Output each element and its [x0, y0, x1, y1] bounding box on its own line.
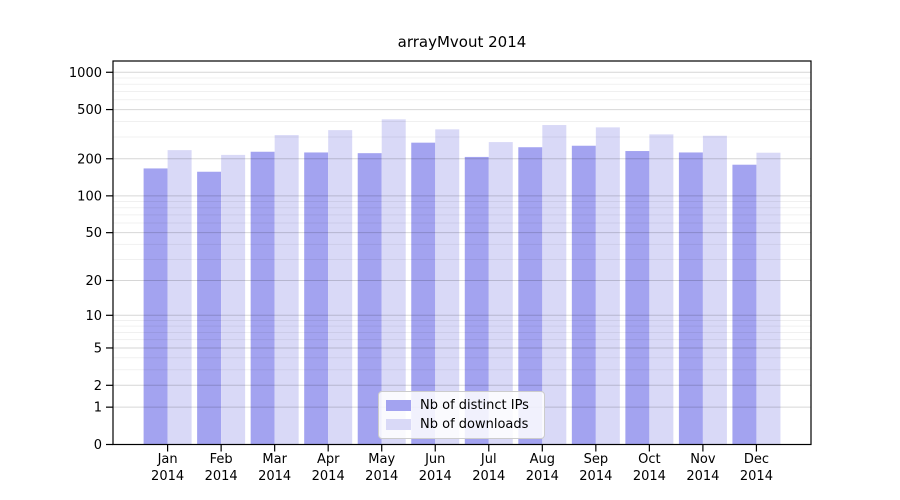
- x-axis-year-label: 2014: [740, 469, 773, 484]
- y-axis-tick-label: 1000: [69, 66, 102, 81]
- plot-border: [112, 60, 812, 446]
- y-axis-tick-label: 10: [85, 309, 102, 324]
- y-axis-tick-label: 0: [94, 438, 102, 453]
- x-axis-month-label: Sep: [584, 452, 609, 467]
- chart-title: arrayMvout 2014: [397, 33, 527, 51]
- x-axis-month-label: Apr: [317, 452, 340, 467]
- y-axis-tick-label: 200: [77, 152, 102, 167]
- x-axis-year-label: 2014: [151, 469, 184, 484]
- bar-downloads: [542, 125, 567, 445]
- bar-distinct-ips: [197, 171, 222, 445]
- x-axis-year-label: 2014: [205, 469, 238, 484]
- x-axis-year-label: 2014: [472, 469, 505, 484]
- bar-downloads: [167, 150, 192, 445]
- y-axis-tick-label: 50: [85, 226, 102, 241]
- y-axis-tick-label: 100: [77, 189, 102, 204]
- legend-row-distinct-ips: Nb of distinct IPs: [386, 398, 536, 413]
- bar-downloads: [328, 130, 353, 445]
- x-axis-month-label: May: [368, 452, 395, 467]
- x-axis-year-label: 2014: [633, 469, 666, 484]
- x-axis-year-label: 2014: [312, 469, 345, 484]
- legend-swatch-downloads: [386, 419, 411, 430]
- x-axis-year-label: 2014: [419, 469, 452, 484]
- legend-swatch-distinct-ips: [386, 400, 411, 411]
- legend: Nb of distinct IPs Nb of downloads: [378, 391, 545, 439]
- x-axis-month-label: Mar: [262, 452, 287, 467]
- bar-downloads: [756, 152, 781, 445]
- bar-distinct-ips: [250, 151, 275, 445]
- bar-downloads: [595, 127, 620, 445]
- x-axis-month-label: Aug: [530, 452, 555, 467]
- y-axis-tick-label: 20: [85, 274, 102, 289]
- y-axis-tick-label: 5: [94, 341, 102, 356]
- x-axis-month-label: Dec: [744, 452, 769, 467]
- x-axis-year-label: 2014: [686, 469, 719, 484]
- y-axis-tick-label: 1: [94, 401, 102, 416]
- bar-downloads: [649, 134, 674, 445]
- bar-downloads: [702, 135, 727, 445]
- bar-distinct-ips: [732, 164, 757, 445]
- x-axis-year-label: 2014: [258, 469, 291, 484]
- x-axis-year-label: 2014: [526, 469, 559, 484]
- bar-distinct-ips: [571, 145, 596, 445]
- bar-downloads: [381, 119, 406, 445]
- x-axis-month-label: Nov: [690, 452, 716, 467]
- legend-row-downloads: Nb of downloads: [386, 417, 536, 432]
- bar-distinct-ips: [625, 151, 650, 445]
- x-axis-month-label: Oct: [638, 452, 660, 467]
- y-axis-tick-label: 500: [77, 103, 102, 118]
- legend-label-downloads: Nb of downloads: [420, 417, 529, 432]
- bar-distinct-ips: [304, 152, 329, 445]
- x-axis-month-label: Feb: [210, 452, 233, 467]
- legend-label-distinct-ips: Nb of distinct IPs: [420, 398, 529, 413]
- x-axis-year-label: 2014: [579, 469, 612, 484]
- bar-distinct-ips: [357, 153, 382, 445]
- y-axis-tick-label: 2: [94, 379, 102, 394]
- bar-downloads: [221, 154, 246, 445]
- x-axis-month-label: Jul: [480, 452, 497, 467]
- bar-distinct-ips: [143, 168, 168, 445]
- bar-distinct-ips: [678, 152, 703, 445]
- x-axis-month-label: Jan: [157, 452, 178, 467]
- x-axis-year-label: 2014: [365, 469, 398, 484]
- bar-downloads: [274, 135, 299, 445]
- x-axis-month-label: Jun: [424, 452, 445, 467]
